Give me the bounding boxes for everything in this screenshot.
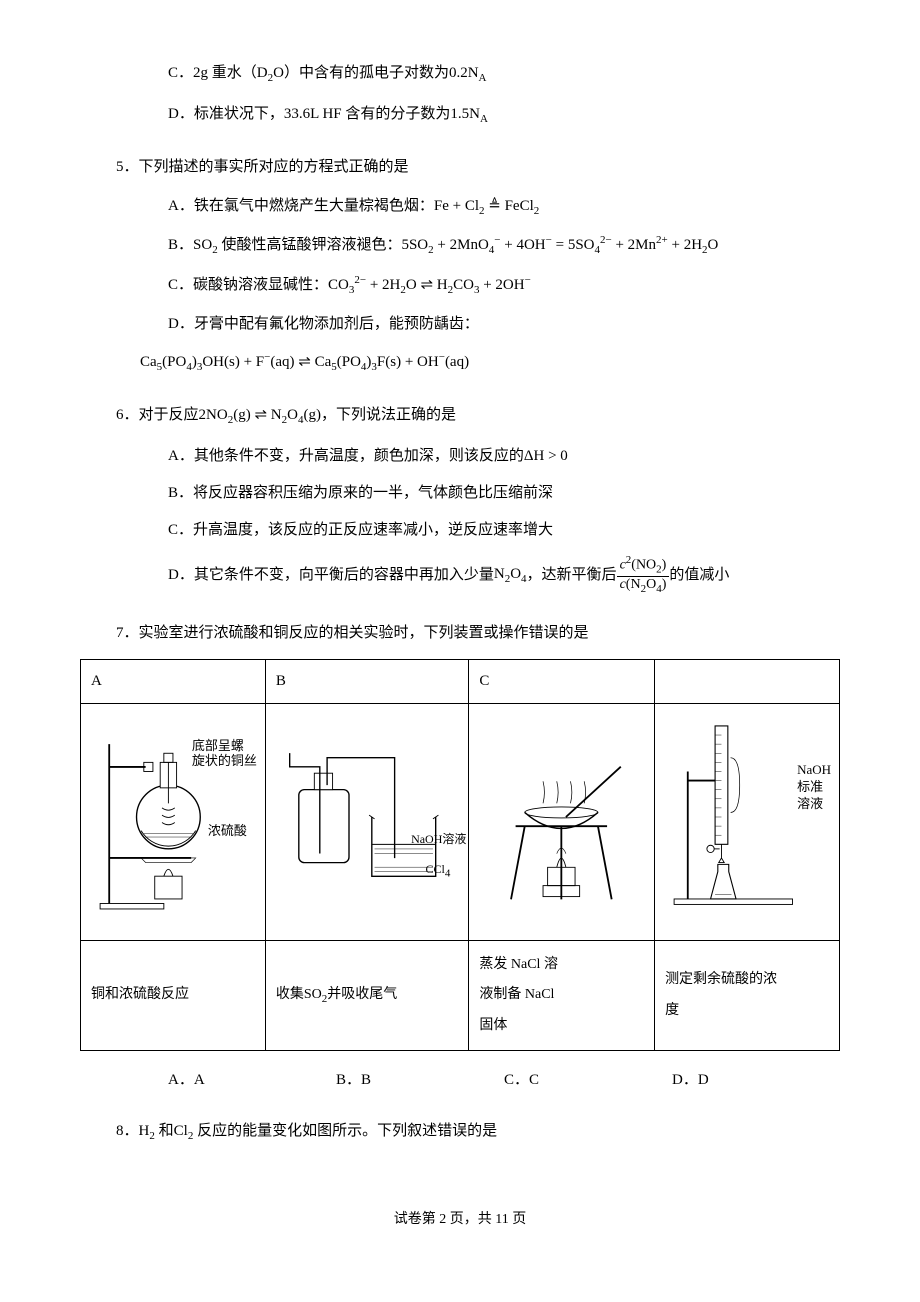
- q6D-mid: ，达新平衡后: [527, 566, 617, 582]
- q5C-prefix: C．: [168, 277, 193, 293]
- q5-text: 下列描述的事实所对应的方程式正确的是: [139, 159, 409, 175]
- labelA1: 底部呈螺旋状的铜丝: [192, 739, 257, 768]
- q6B-text: 将反应器容积压缩为原来的一半，气体颜色比压缩前深: [193, 485, 553, 501]
- q7-img-d: NaOH标准溶液: [655, 704, 840, 941]
- optD-subA: A: [480, 113, 488, 125]
- optD-prefix: D．: [168, 106, 194, 122]
- q7-desc-a: 铜和浓硫酸反应: [81, 941, 266, 1051]
- labelD: NaOH标准溶液: [797, 762, 831, 813]
- q6A-prefix: A．: [168, 448, 194, 464]
- q7-opt-b: B．B: [336, 1067, 504, 1094]
- q5C-eq: CO32− + 2H2O ⇌ H2CO3 + 2OH−: [328, 277, 531, 293]
- q7-opt-a: A．A: [168, 1067, 336, 1094]
- optC-t1: 2g 重水（D: [193, 65, 268, 81]
- q5-option-d: D．牙膏中配有氟化物添加剂后，能预防龋齿：: [168, 311, 840, 338]
- q5A-text: 铁在氯气中燃烧产生大量棕褐色烟：: [194, 198, 434, 214]
- q6-eq: 2NO2(g) ⇌ N2O4(g): [199, 407, 321, 423]
- q7-stem: 7．实验室进行浓硫酸和铜反应的相关实验时，下列装置或操作错误的是: [116, 620, 840, 647]
- q6-option-c: C．升高温度，该反应的正反应速率减小，逆反应速率增大: [168, 517, 840, 544]
- optD-val: 1.5N: [450, 106, 480, 122]
- optC-t2: O）中含有的孤电子对数为: [273, 65, 449, 81]
- q6D-prefix: D．: [168, 566, 194, 582]
- q6-pre: 对于反应: [139, 407, 199, 423]
- optC-subA: A: [479, 72, 487, 84]
- q6A-dh: ΔH > 0: [524, 448, 568, 464]
- q8-cl: Cl: [174, 1123, 188, 1139]
- q7-desc-c: 蒸发 NaCl 溶液制备 NaCl固体: [469, 941, 655, 1051]
- q6A-text: 其他条件不变，升高温度，颜色加深，则该反应的: [194, 448, 524, 464]
- q5A-eq: Fe + Cl2 ≜ FeCl2: [434, 198, 539, 214]
- q8-stem: 8．H2 和Cl2 反应的能量变化如图所示。下列叙述错误的是: [116, 1118, 840, 1147]
- q6C-prefix: C．: [168, 522, 193, 538]
- optC-prefix: C．: [168, 65, 193, 81]
- q5A-prefix: A．: [168, 198, 194, 214]
- q7-table: A B C: [80, 659, 840, 1051]
- q7-th-b: B: [265, 660, 469, 704]
- q5B-mid: 使酸性高锰酸钾溶液褪色：: [218, 237, 402, 253]
- labelA2: 浓硫酸: [208, 819, 247, 842]
- q5D-text: 牙膏中配有氟化物添加剂后，能预防龋齿：: [194, 316, 479, 332]
- q5-option-d-eq: Ca5(PO4)3OH(s) + F−(aq) ⇌ Ca5(PO4)3F(s) …: [140, 348, 840, 378]
- apparatus-d-icon: [665, 712, 829, 922]
- q6D-sp: N2O4: [494, 566, 527, 582]
- q7-text: 实验室进行浓硫酸和铜反应的相关实验时，下列装置或操作错误的是: [139, 625, 589, 641]
- q5-option-c: C．碳酸钠溶液显碱性：CO32− + 2H2O ⇌ H2CO3 + 2OH−: [168, 271, 840, 301]
- q6-post: ，下列说法正确的是: [321, 407, 456, 423]
- q7-th-a: A: [81, 660, 266, 704]
- q5-option-a: A．铁在氯气中燃烧产生大量棕褐色烟：Fe + Cl2 ≜ FeCl2: [168, 193, 840, 222]
- q7-desc-b: 收集SO2并吸收尾气: [265, 941, 469, 1051]
- q6-option-b: B．将反应器容积压缩为原来的一半，气体颜色比压缩前深: [168, 480, 840, 507]
- q7-th-d: [655, 660, 840, 704]
- q7-th-c: C: [469, 660, 655, 704]
- q7-img-b: NaOH溶液 CCl4: [265, 704, 469, 941]
- q6D-frac: c2(NO2)c(N2O4): [617, 554, 670, 597]
- q4-option-c: C．2g 重水（D2O）中含有的孤电子对数为0.2NA: [168, 60, 840, 89]
- page-footer: 试卷第 2 页，共 11 页: [80, 1207, 840, 1232]
- q6-num: 6．: [116, 407, 139, 423]
- q5B-pre: SO: [193, 237, 212, 253]
- optC-val: 0.2N: [449, 65, 479, 81]
- q8-post: 反应的能量变化如图所示。下列叙述错误的是: [193, 1123, 497, 1139]
- q8-pre: H: [139, 1123, 150, 1139]
- q6D-post: 的值减小: [669, 566, 729, 582]
- optD-text: 标准状况下，33.6L HF 含有的分子数为: [194, 106, 451, 122]
- q6-option-a: A．其他条件不变，升高温度，颜色加深，则该反应的ΔH > 0: [168, 443, 840, 470]
- q7-img-c: [469, 704, 655, 941]
- q8-mid: 和: [155, 1123, 174, 1139]
- q7-opt-d: D．D: [672, 1067, 840, 1094]
- q6-option-d: D．其它条件不变，向平衡后的容器中再加入少量N2O4，达新平衡后c2(NO2)c…: [168, 554, 840, 597]
- q6-stem: 6．对于反应2NO2(g) ⇌ N2O4(g)，下列说法正确的是: [116, 402, 840, 431]
- q7-opt-c: C．C: [504, 1067, 672, 1094]
- q7-desc-d: 测定剩余硫酸的浓度: [655, 941, 840, 1051]
- q6B-prefix: B．: [168, 485, 193, 501]
- q5B-eq: 5SO2 + 2MnO4− + 4OH− = 5SO42− + 2Mn2+ + …: [401, 237, 718, 253]
- labelB1: NaOH溶液: [411, 829, 466, 851]
- labelB2: CCl4: [426, 859, 451, 884]
- q5-stem: 5．下列描述的事实所对应的方程式正确的是: [116, 154, 840, 181]
- q5-num: 5．: [116, 159, 139, 175]
- q7-num: 7．: [116, 625, 139, 641]
- apparatus-b-icon: [276, 712, 459, 922]
- q7-img-a: 底部呈螺旋状的铜丝 浓硫酸: [81, 704, 266, 941]
- q5-option-b: B．SO2 使酸性高锰酸钾溶液褪色：5SO2 + 2MnO4− + 4OH− =…: [168, 231, 840, 261]
- q6D-pre: 其它条件不变，向平衡后的容器中再加入少量: [194, 566, 494, 582]
- q5C-text: 碳酸钠溶液显碱性：: [193, 277, 328, 293]
- q8-num: 8．: [116, 1123, 139, 1139]
- q6C-text: 升高温度，该反应的正反应速率减小，逆反应速率增大: [193, 522, 553, 538]
- q5B-prefix: B．: [168, 237, 193, 253]
- q5D-prefix: D．: [168, 316, 194, 332]
- q7-options: A．A B．B C．C D．D: [168, 1067, 840, 1094]
- q4-option-d: D．标准状况下，33.6L HF 含有的分子数为1.5NA: [168, 101, 840, 130]
- apparatus-c-icon: [479, 712, 644, 922]
